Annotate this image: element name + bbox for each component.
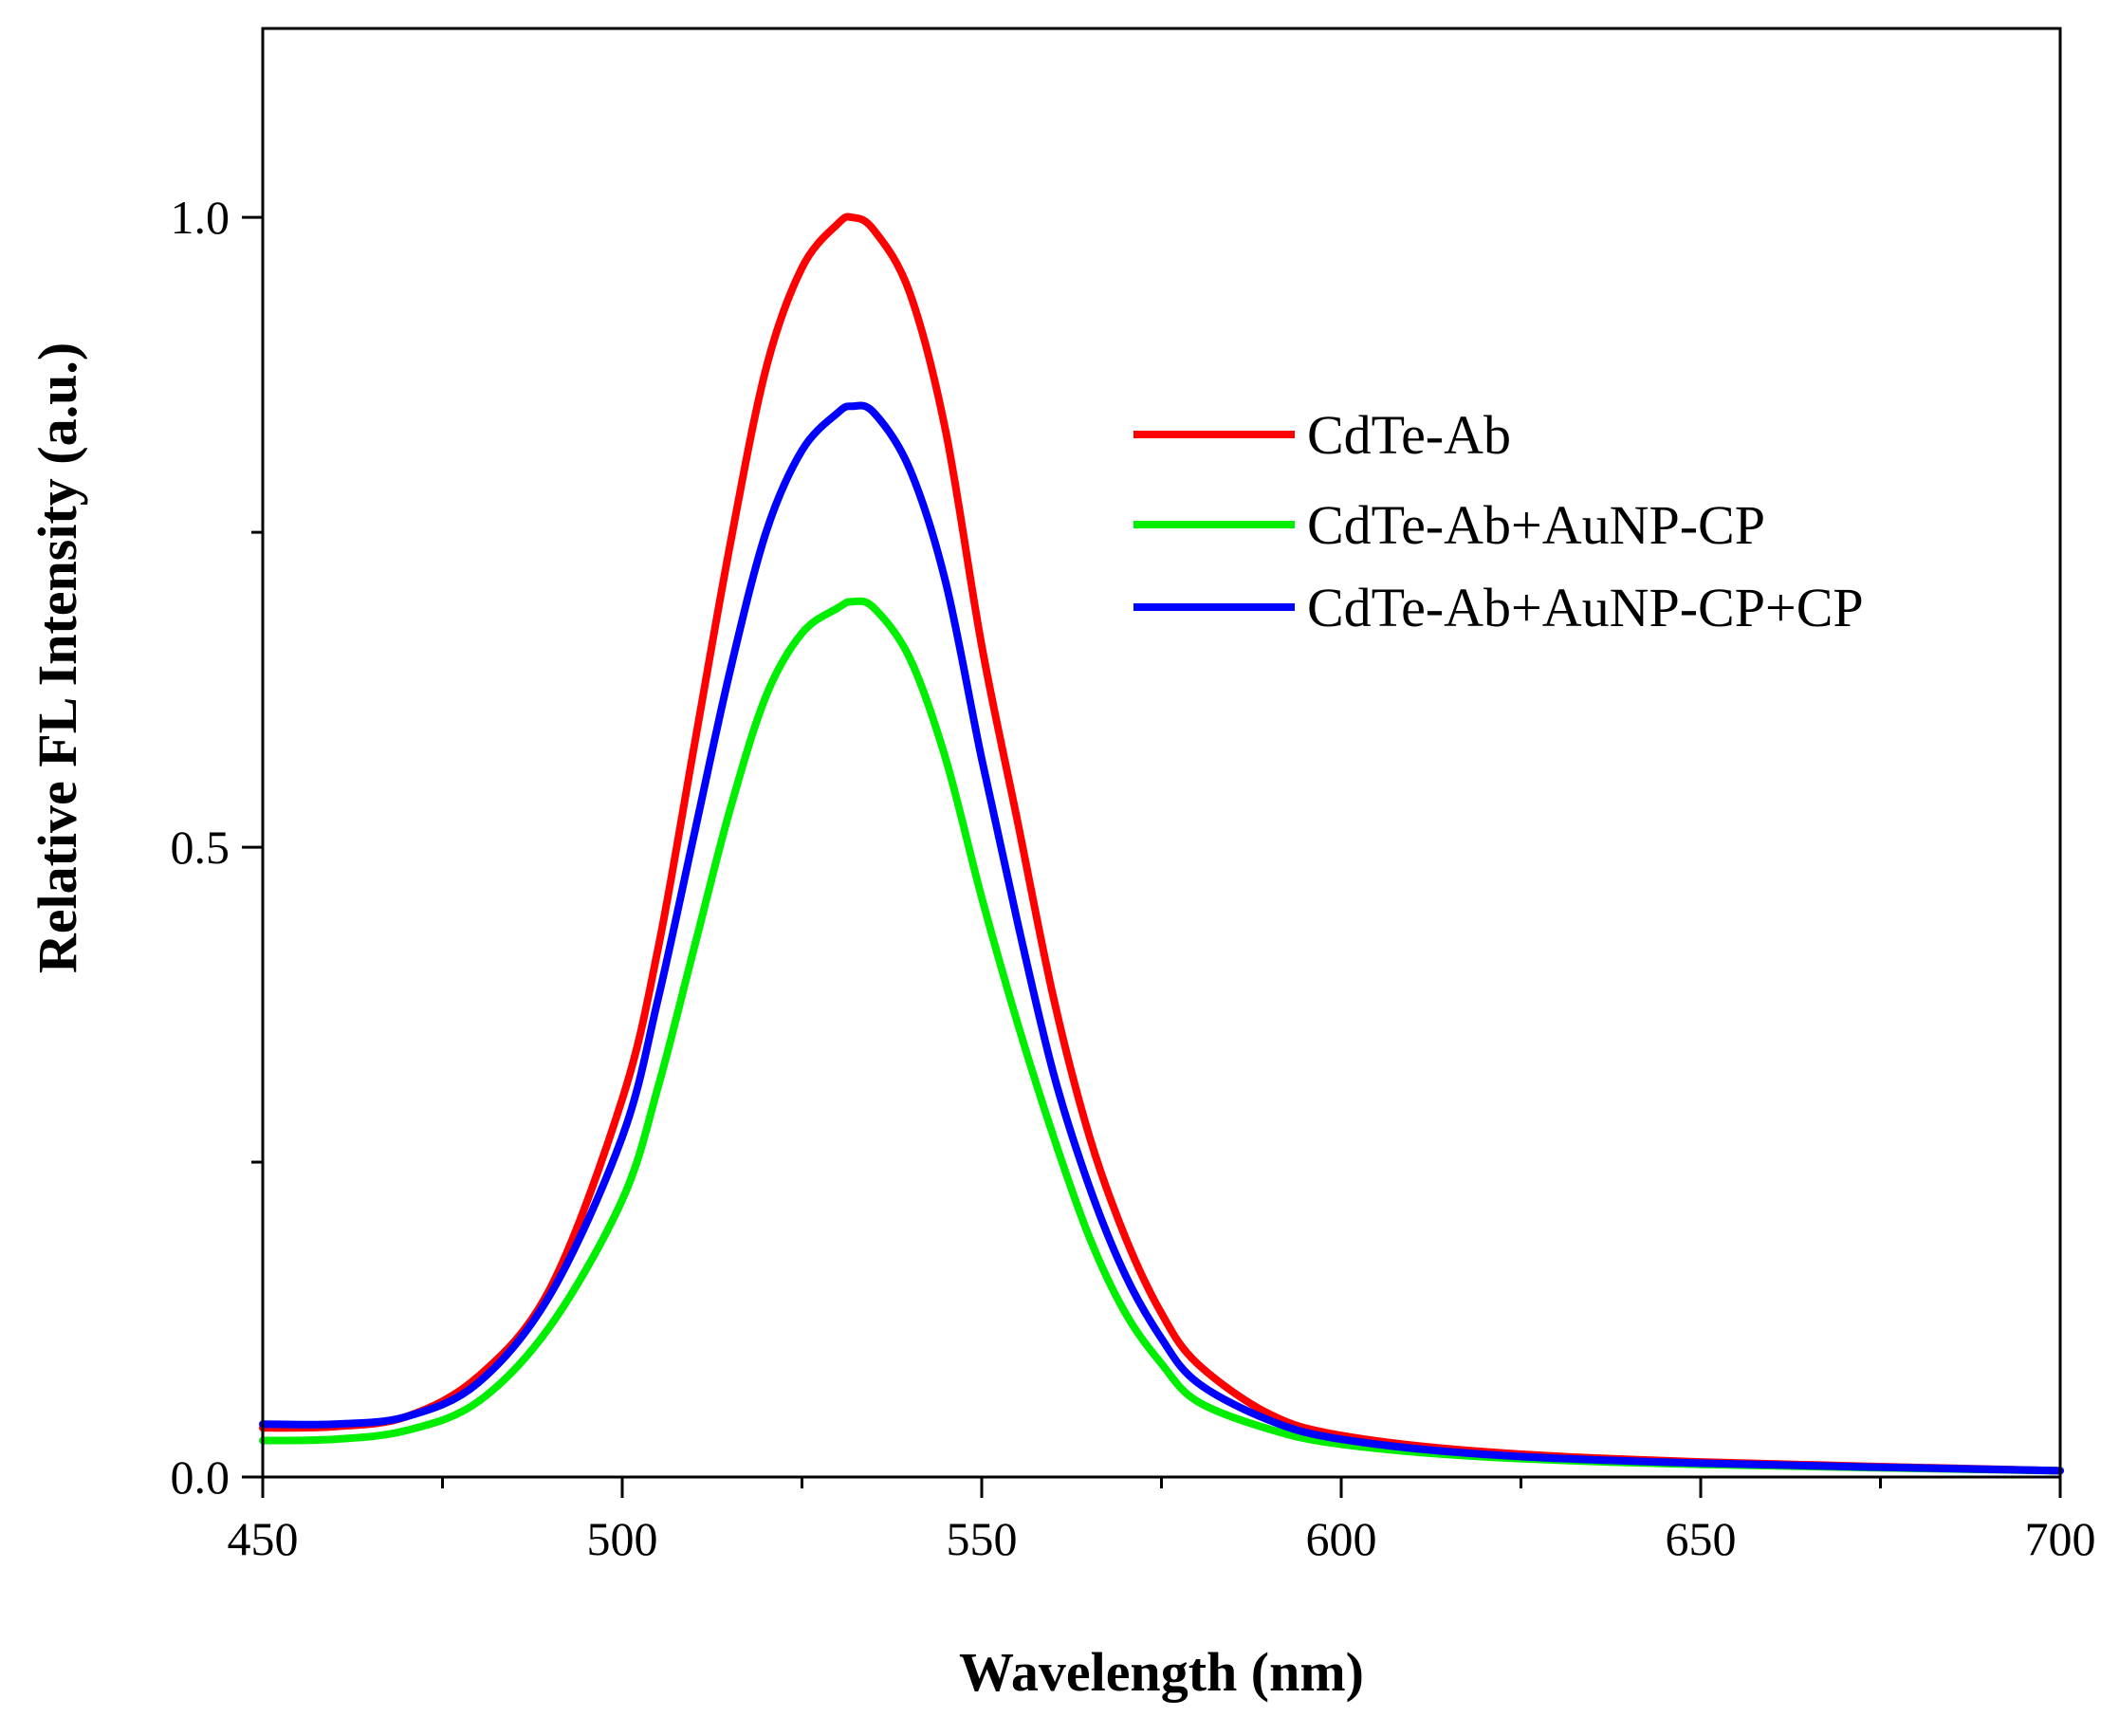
plot-area	[259, 212, 2064, 1475]
x-axis-title: Wavelength (nm)	[959, 1641, 1364, 1703]
x-tick-label: 550	[947, 1512, 1018, 1565]
legend-label: CdTe-Ab+AuNP-CP	[1307, 494, 1765, 556]
x-axis: 450 500 550 600 650 700	[228, 1477, 2096, 1565]
x-tick-label: 650	[1666, 1512, 1737, 1565]
series-line	[259, 212, 2064, 1475]
x-tick-label: 600	[1306, 1512, 1377, 1565]
y-tick-label: 1.0	[171, 191, 230, 244]
legend: CdTe-Ab CdTe-Ab+AuNP-CP CdTe-Ab+AuNP-CP+CP	[1133, 404, 1864, 638]
series-line	[259, 597, 2064, 1475]
legend-label: CdTe-Ab	[1307, 404, 1511, 466]
series-line	[259, 401, 2064, 1475]
y-axis-title: Relative FL Intensity (a.u.)	[27, 342, 88, 973]
y-axis: 0.0 0.5 1.0	[171, 191, 263, 1504]
y-tick-label: 0.5	[171, 821, 230, 874]
y-tick-label: 0.0	[171, 1450, 230, 1504]
x-tick-label: 700	[2025, 1512, 2096, 1565]
x-tick-label: 500	[587, 1512, 658, 1565]
legend-label: CdTe-Ab+AuNP-CP+CP	[1307, 577, 1864, 638]
x-tick-label: 450	[228, 1512, 299, 1565]
